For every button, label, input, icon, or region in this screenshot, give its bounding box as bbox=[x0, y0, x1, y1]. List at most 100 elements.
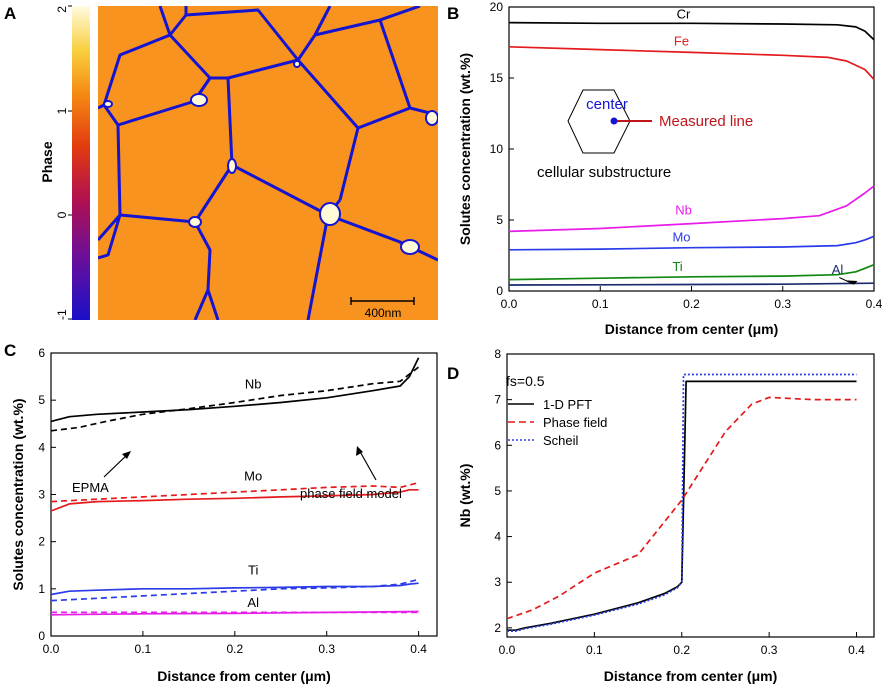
y-tick-label: 1 bbox=[38, 582, 45, 596]
center-dot bbox=[610, 117, 618, 125]
element-label-nb: Nb bbox=[245, 376, 262, 391]
element-label-mo: Mo bbox=[244, 468, 262, 483]
panel-d: D 0.0 0.1 0.2 0.3 0.4 2 3 4 5 6 7 8 Distance from ce… bbox=[447, 347, 875, 684]
legend-label-scheil: Scheil bbox=[543, 433, 579, 448]
boundary bbox=[98, 214, 122, 241]
y-axis-title: Nb (wt.%) bbox=[457, 464, 473, 528]
series-line-al bbox=[508, 282, 875, 286]
particle bbox=[227, 158, 237, 174]
y-tick-label: 20 bbox=[490, 0, 504, 14]
series-label-al: Al bbox=[832, 262, 844, 277]
colorbar-tick-label: -1 bbox=[55, 309, 69, 320]
x-tick-label: 0.2 bbox=[226, 642, 243, 656]
grain-background bbox=[98, 6, 438, 320]
chart-c: 0.0 0.1 0.2 0.3 0.4 0 1 2 3 4 5 6 Distance from cent… bbox=[10, 346, 438, 684]
x-tick-label: 0.3 bbox=[761, 643, 778, 657]
al-arrowhead bbox=[846, 280, 858, 285]
boundary bbox=[231, 163, 329, 217]
x-tick-label: 0.1 bbox=[135, 642, 152, 656]
y-tick-label: 8 bbox=[494, 347, 501, 361]
pfm-arrow bbox=[357, 447, 377, 481]
inset-hexagon bbox=[567, 89, 631, 154]
y-tick-label: 6 bbox=[38, 346, 45, 360]
x-axis-title: Distance from center (μm) bbox=[604, 668, 778, 684]
series-line-ti bbox=[508, 263, 875, 281]
boundary bbox=[117, 100, 193, 127]
boundary bbox=[226, 77, 234, 166]
x-tick-label: 0.4 bbox=[410, 642, 427, 656]
particle bbox=[319, 202, 341, 226]
legend-label-1d-pft: 1-D PFT bbox=[543, 397, 592, 412]
y-tick-label: 0 bbox=[496, 284, 503, 298]
particle bbox=[425, 110, 438, 126]
x-axis-title: Distance from center (μm) bbox=[605, 321, 779, 337]
series-line-nb bbox=[508, 185, 875, 233]
element-label-al: Al bbox=[247, 595, 259, 610]
legend-d: fs=0.5 1-D PFT Phase field Scheil bbox=[506, 373, 607, 448]
boundary bbox=[185, 8, 300, 61]
y-tick-label: 6 bbox=[494, 438, 501, 452]
boundary bbox=[193, 164, 234, 223]
y-tick-label: 3 bbox=[494, 575, 501, 589]
y-tick-label: 5 bbox=[38, 393, 45, 407]
series-label-mo: Mo bbox=[672, 229, 690, 244]
series-line-al-phase-field-model bbox=[50, 610, 419, 616]
y-tick-label: 5 bbox=[494, 484, 501, 498]
boundary bbox=[102, 33, 171, 106]
annotation-epma: EPMA bbox=[72, 451, 131, 495]
boundary bbox=[306, 214, 330, 320]
boundary bbox=[158, 6, 188, 37]
boundary bbox=[98, 214, 122, 260]
y-tick-label: 15 bbox=[490, 71, 504, 85]
chart-b: 0.0 0.1 0.2 0.3 0.4 0 5 10 15 20 Distance from cen… bbox=[457, 0, 883, 337]
annotation-phase-field-model: phase field model bbox=[300, 446, 402, 501]
series-line-mo-phase-field-model bbox=[50, 488, 419, 512]
x-tick-label: 0.3 bbox=[318, 642, 335, 656]
y-tick-label: 5 bbox=[496, 213, 503, 227]
x-tick-label: 0.4 bbox=[848, 643, 865, 657]
series-line-nb-epma bbox=[50, 366, 420, 432]
plot-frame bbox=[506, 353, 875, 638]
y-tick-label: 2 bbox=[38, 535, 45, 549]
phase-colorbar bbox=[72, 6, 90, 320]
colorbar-tick-label: 0 bbox=[55, 211, 69, 218]
x-tick-label: 0.2 bbox=[673, 643, 690, 657]
y-tick-label: 4 bbox=[38, 440, 45, 454]
x-tick-label: 0.2 bbox=[683, 297, 700, 311]
boundary bbox=[193, 221, 220, 320]
microstructure-image bbox=[98, 6, 438, 320]
panel-b-label: B bbox=[447, 4, 459, 23]
series-line-fe bbox=[508, 45, 875, 80]
colorbar-label: Phase bbox=[39, 141, 55, 182]
y-tick-label: 3 bbox=[38, 488, 45, 502]
x-tick-label: 0.0 bbox=[499, 643, 516, 657]
scale-bar bbox=[350, 297, 415, 305]
particles bbox=[103, 60, 438, 255]
epma-arrowhead bbox=[122, 451, 131, 459]
pfm-arrowhead bbox=[356, 446, 363, 456]
boundary bbox=[193, 76, 228, 101]
y-tick-label: 4 bbox=[494, 530, 501, 544]
al-arrow bbox=[839, 277, 854, 285]
pfm-label: phase field model bbox=[300, 486, 402, 501]
series-line-scheil bbox=[507, 373, 857, 632]
series-line-ti-phase-field-model bbox=[50, 582, 419, 596]
inset-center-label: center bbox=[586, 96, 628, 113]
colorbar-tick-label: 2 bbox=[55, 6, 69, 13]
boundary bbox=[98, 103, 105, 110]
particle bbox=[188, 216, 202, 228]
series-label-cr: Cr bbox=[677, 6, 691, 21]
scale-bar-label: 400nm bbox=[365, 306, 402, 320]
series-label-nb: Nb bbox=[675, 202, 692, 217]
legend-label-phase-field: Phase field bbox=[543, 415, 607, 430]
x-tick-label: 0.0 bbox=[501, 297, 518, 311]
panel-d-label: D bbox=[447, 364, 459, 383]
series-line-cr bbox=[508, 21, 875, 41]
x-tick-label: 0.0 bbox=[43, 642, 60, 656]
series-line-ti-epma bbox=[50, 578, 419, 602]
y-tick-label: 10 bbox=[490, 142, 504, 156]
inset-measured-line-label: Measured line bbox=[659, 113, 753, 130]
series-label-fe: Fe bbox=[674, 33, 689, 48]
y-tick-label: 0 bbox=[38, 629, 45, 643]
series-line-nb-phase-field-model bbox=[50, 357, 420, 423]
